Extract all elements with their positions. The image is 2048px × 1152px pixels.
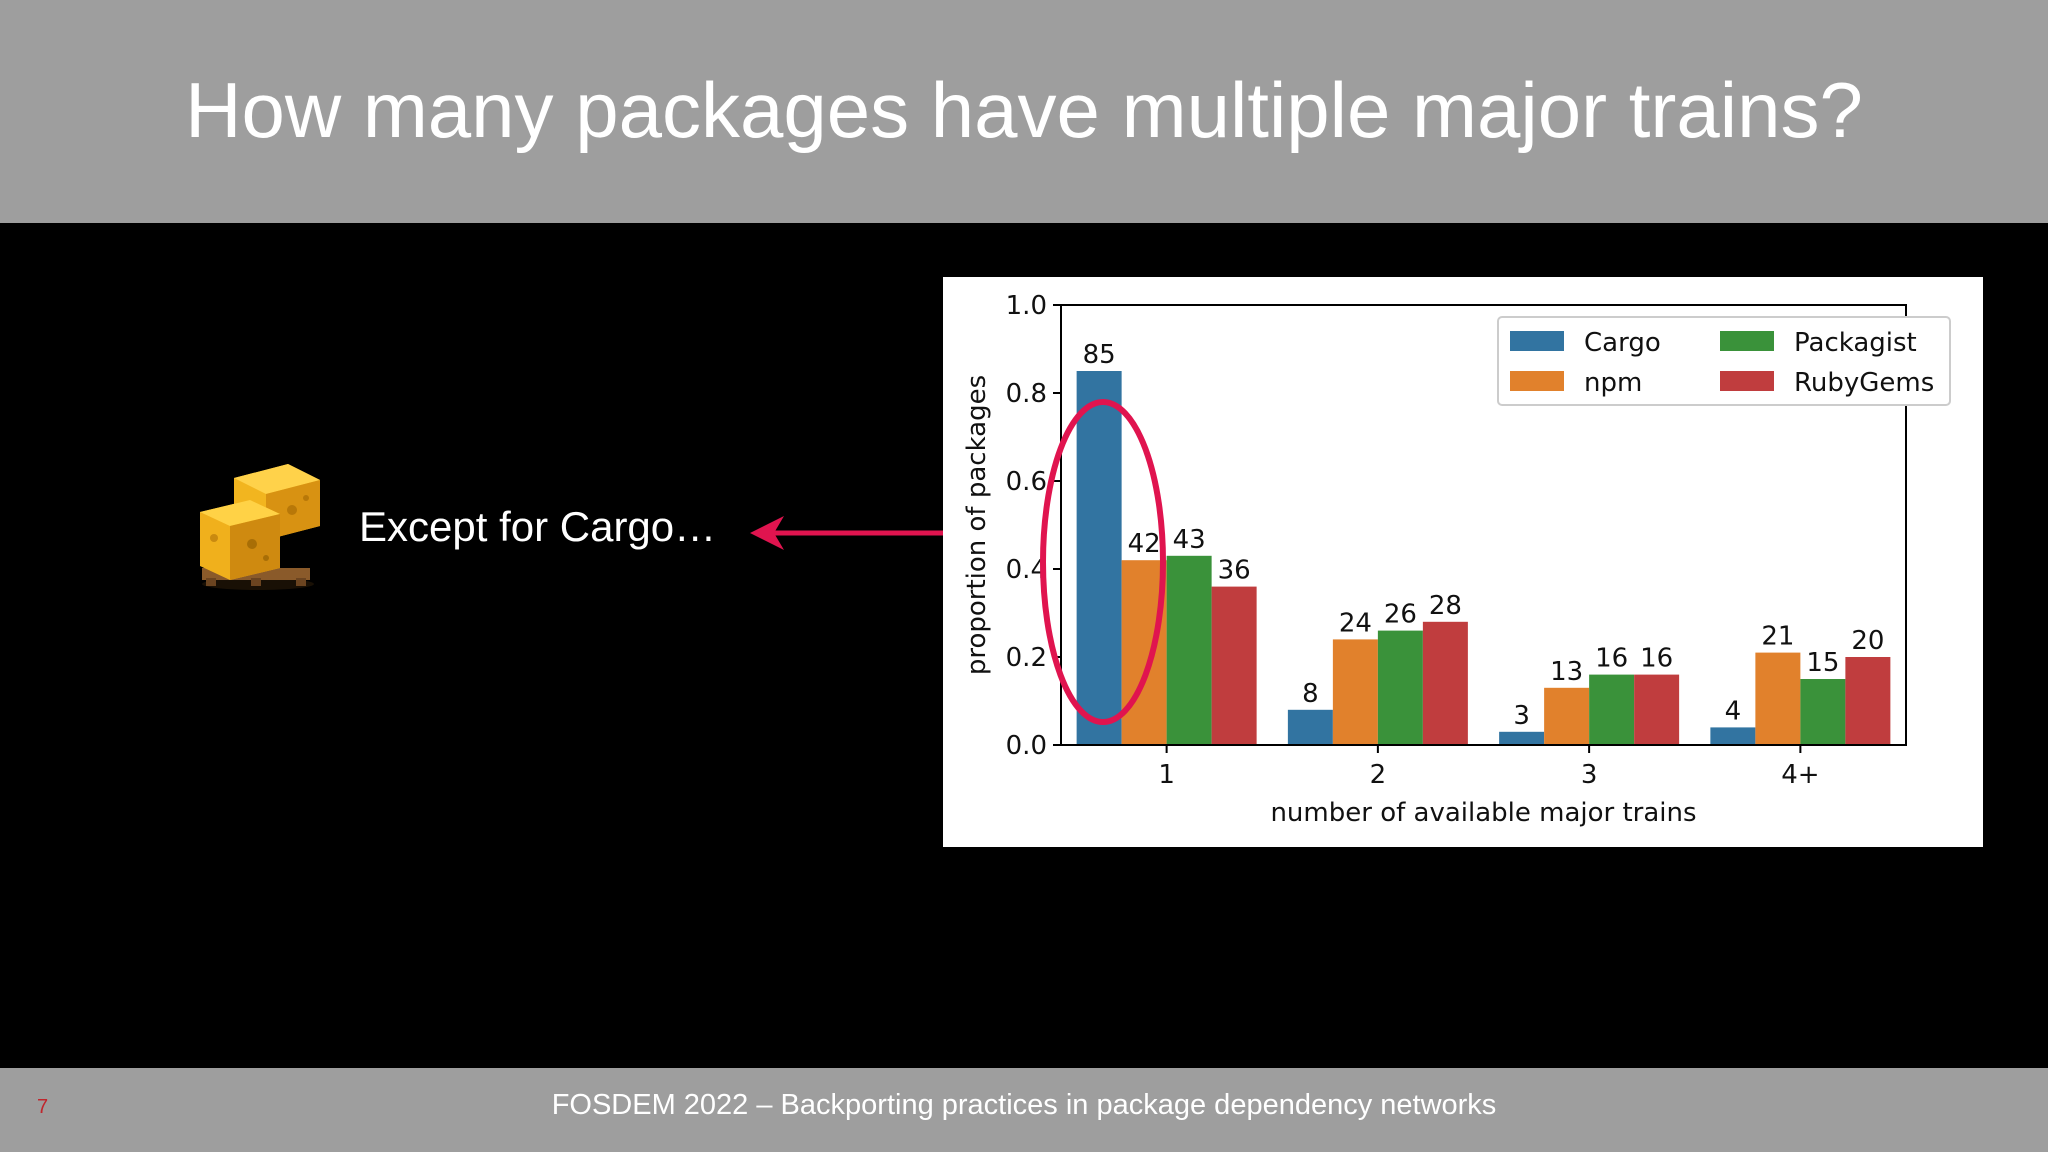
y-tick-label: 0.2	[1006, 643, 1047, 673]
bar-cargo-2	[1287, 709, 1333, 745]
x-tick-label: 4+	[1781, 760, 1819, 790]
x-axis: 1 2 3 4+	[1158, 745, 1820, 790]
bar-value-label: 28	[1429, 591, 1462, 621]
bar-rubygems-4+	[1845, 657, 1891, 745]
bar-npm-3	[1544, 687, 1590, 745]
bar-packagist-3	[1589, 674, 1635, 745]
bar-rubygems-1	[1211, 586, 1257, 745]
bar-value-label: 36	[1218, 556, 1251, 586]
bar-packagist-1	[1166, 555, 1212, 745]
bar-npm-4+	[1755, 652, 1801, 745]
x-tick-label: 1	[1158, 760, 1175, 790]
cargo-highlight-ellipse	[1040, 399, 1166, 725]
bar-value-label: 4	[1725, 696, 1742, 726]
bar-rubygems-3	[1634, 674, 1680, 745]
bar-value-label: 15	[1806, 648, 1839, 678]
slide-title: How many packages have multiple major tr…	[185, 66, 1863, 154]
bar-value-label: 43	[1173, 525, 1206, 555]
bar-cargo-4+	[1710, 727, 1756, 745]
x-tick-label: 3	[1581, 760, 1598, 790]
bar-value-label: 85	[1083, 340, 1116, 370]
legend-label-cargo: Cargo	[1584, 328, 1661, 358]
bar-value-label: 16	[1595, 644, 1628, 674]
legend-box	[1497, 316, 1951, 406]
bar-npm-2	[1332, 639, 1378, 745]
bars	[1076, 371, 1891, 745]
bar-packagist-4+	[1800, 679, 1846, 745]
legend-swatch-npm	[1510, 371, 1564, 391]
slide-header	[0, 0, 2048, 223]
y-tick-label: 0.8	[1006, 379, 1047, 409]
y-tick-label: 0.0	[1006, 731, 1047, 761]
bar-value-label: 8	[1302, 679, 1319, 709]
bar-value-label: 21	[1761, 622, 1794, 652]
except-for-cargo-label: Except for Cargo…	[359, 503, 717, 550]
legend-label-packagist: Packagist	[1794, 328, 1917, 358]
bar-value-label: 24	[1339, 608, 1372, 638]
legend-swatch-packagist	[1720, 331, 1774, 351]
legend-swatch-cargo	[1510, 331, 1564, 351]
bar-value-label: 42	[1128, 529, 1161, 559]
legend: Cargo npm Packagist RubyGems	[1497, 316, 1951, 406]
bar-value-label: 13	[1550, 657, 1583, 687]
x-tick-label: 2	[1370, 760, 1387, 790]
bar-cargo-1	[1076, 371, 1122, 745]
bar-packagist-2	[1377, 630, 1423, 745]
y-tick-label: 1.0	[1006, 291, 1047, 321]
legend-label-npm: npm	[1584, 368, 1642, 398]
slide-number: 7	[37, 1096, 49, 1118]
bar-cargo-3	[1499, 731, 1545, 745]
chart-panel: 0.0 0.2 0.4 0.6 0.8 1.0 85 42 43 36 8 24 26 28 3 13 16 1…	[943, 277, 1983, 847]
bar-value-label: 16	[1640, 644, 1673, 674]
slide-footer	[0, 1068, 2048, 1152]
plot-frame	[1060, 304, 1907, 746]
bar-value-label: 3	[1513, 701, 1530, 731]
y-axis-label: proportion of packages	[962, 375, 992, 675]
arrow-head	[750, 516, 784, 550]
bar-value-label: 20	[1851, 626, 1884, 656]
bar-value-label: 26	[1384, 600, 1417, 630]
footer-text: FOSDEM 2022 – Backporting practices in p…	[551, 1089, 1497, 1121]
x-axis-label: number of available major trains	[1270, 798, 1696, 828]
y-axis: 0.00.20.40.60.81.0	[1006, 291, 1061, 761]
legend-label-rubygems: RubyGems	[1794, 368, 1934, 398]
bar-labels: 85 42 43 36 8 24 26 28 3 13 16 16 4 21 15 20	[1083, 340, 1885, 731]
bar-rubygems-2	[1422, 621, 1468, 745]
cargo-crates-icon	[200, 464, 320, 590]
y-tick-label: 0.6	[1006, 467, 1047, 497]
legend-swatch-rubygems	[1720, 371, 1774, 391]
